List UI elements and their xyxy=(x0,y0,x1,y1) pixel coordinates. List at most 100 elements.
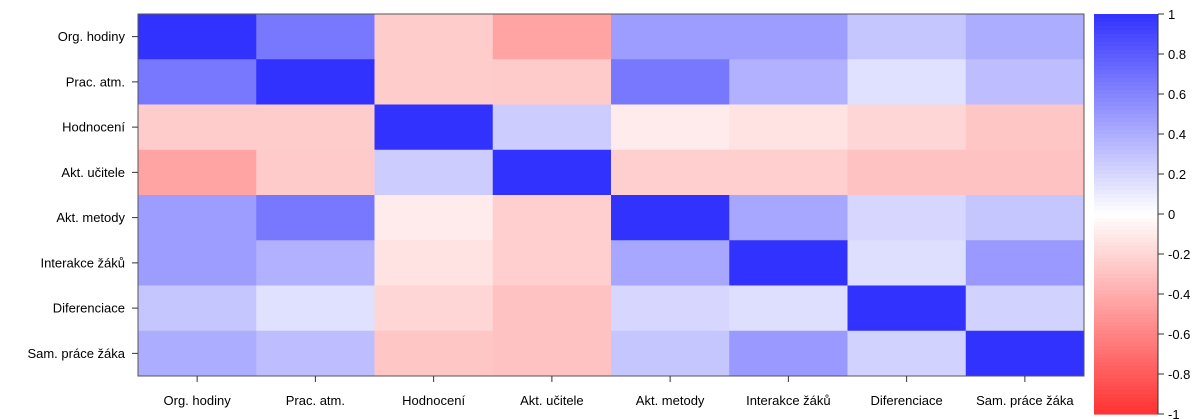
legend-color-step xyxy=(1094,298,1158,303)
heatmap-cell xyxy=(256,104,375,151)
legend-color-step xyxy=(1094,366,1158,371)
legend-tick-label: -0.4 xyxy=(1168,287,1190,302)
heatmap-cell xyxy=(374,14,494,60)
legend-color-step xyxy=(1094,14,1158,19)
legend-color-step xyxy=(1094,134,1158,139)
legend-color-step xyxy=(1094,138,1158,143)
legend-color-step xyxy=(1094,170,1158,175)
legend-color-step xyxy=(1094,130,1158,135)
legend-color-step xyxy=(1094,90,1158,95)
legend-color-step xyxy=(1094,50,1158,55)
legend-color-step xyxy=(1094,302,1158,307)
legend-tick-label: 0 xyxy=(1168,207,1175,222)
heatmap-cell xyxy=(965,14,1085,60)
legend-color-step xyxy=(1094,402,1158,407)
legend-tick-label: 0.2 xyxy=(1168,167,1186,182)
y-tick-label: Org. hodiny xyxy=(58,29,126,44)
heatmap-cell xyxy=(847,195,967,241)
heatmap-cell xyxy=(374,149,494,196)
legend-tick-label: -0.2 xyxy=(1168,247,1190,262)
legend-color-step xyxy=(1094,118,1158,123)
legend-color-step xyxy=(1094,22,1158,27)
legend-tick-label: -1 xyxy=(1168,407,1180,419)
heatmap-cell xyxy=(611,14,730,60)
legend-color-step xyxy=(1094,86,1158,91)
legend-color-step xyxy=(1094,338,1158,343)
legend-color-step xyxy=(1094,386,1158,391)
legend-color-step xyxy=(1094,390,1158,395)
y-tick-label: Hodnocení xyxy=(62,120,125,135)
y-tick-label: Diferenciace xyxy=(53,301,125,316)
legend-color-step xyxy=(1094,94,1158,99)
heatmap-cell xyxy=(847,149,967,196)
legend-color-step xyxy=(1094,158,1158,163)
legend-color-step xyxy=(1094,182,1158,187)
legend-color-step xyxy=(1094,378,1158,383)
legend-color-step xyxy=(1094,350,1158,355)
legend-color-step xyxy=(1094,78,1158,83)
heatmap-cell xyxy=(256,285,375,332)
legend-color-step xyxy=(1094,382,1158,387)
y-tick-label: Akt. učitele xyxy=(61,165,125,180)
legend-color-step xyxy=(1094,354,1158,359)
heatmap-cell xyxy=(374,240,494,286)
y-tick-label: Interakce žáků xyxy=(40,255,125,270)
legend-tick-label: 0.8 xyxy=(1168,47,1186,62)
heatmap-cell xyxy=(611,330,730,377)
heatmap-cell xyxy=(138,149,257,196)
heatmap-cell xyxy=(729,149,848,196)
legend-tick-label: -0.8 xyxy=(1168,367,1190,382)
y-tick-label: Prac. atm. xyxy=(66,74,125,89)
heatmap-cell xyxy=(492,149,612,196)
heatmap-cell xyxy=(492,240,612,286)
legend-color-step xyxy=(1094,70,1158,75)
heatmap-cell xyxy=(729,330,848,377)
legend-color-step xyxy=(1094,318,1158,323)
legend-color-step xyxy=(1094,278,1158,283)
legend-color-step xyxy=(1094,330,1158,335)
x-tick-label: Hodnocení xyxy=(402,393,465,408)
legend-color-step xyxy=(1094,150,1158,155)
legend-color-step xyxy=(1094,126,1158,131)
legend-color-step xyxy=(1094,374,1158,379)
heatmap-cell xyxy=(138,14,257,60)
legend-color-step xyxy=(1094,114,1158,119)
heatmap-cell xyxy=(729,59,848,105)
heatmap-cell xyxy=(492,104,612,151)
heatmap-cell xyxy=(611,240,730,286)
x-tick-label: Sam. práce žáka xyxy=(976,393,1074,408)
legend-color-step xyxy=(1094,194,1158,199)
legend-color-step xyxy=(1094,326,1158,331)
legend-color-step xyxy=(1094,322,1158,327)
heatmap-cell xyxy=(138,195,257,241)
heatmap-cell xyxy=(256,59,375,105)
legend-color-step xyxy=(1094,258,1158,263)
legend-color-step xyxy=(1094,18,1158,23)
legend-color-step xyxy=(1094,38,1158,43)
legend-color-step xyxy=(1094,34,1158,39)
heatmap-cell xyxy=(256,195,375,241)
legend-color-step xyxy=(1094,346,1158,351)
heatmap-cell xyxy=(847,59,967,105)
legend-color-step xyxy=(1094,198,1158,203)
heatmap-cell xyxy=(729,104,848,151)
heatmap-cell xyxy=(965,240,1085,286)
legend-color-step xyxy=(1094,58,1158,63)
legend-color-step xyxy=(1094,74,1158,79)
heatmap-cell xyxy=(965,104,1085,151)
legend-color-step xyxy=(1094,174,1158,179)
x-tick-label: Prac. atm. xyxy=(286,393,345,408)
legend-color-step xyxy=(1094,146,1158,151)
heatmap-cell xyxy=(847,240,967,286)
x-axis: Org. hodiny Prac. atm. Hodnocení Akt. učite… xyxy=(164,376,1074,408)
heatmap-cell xyxy=(374,104,494,151)
legend-color-step xyxy=(1094,362,1158,367)
legend-color-step xyxy=(1094,226,1158,231)
heatmap-cell xyxy=(847,104,967,151)
legend-color-step xyxy=(1094,334,1158,339)
legend-color-step xyxy=(1094,62,1158,67)
legend-color-step xyxy=(1094,122,1158,127)
legend-color-step xyxy=(1094,270,1158,275)
legend-color-step xyxy=(1094,46,1158,51)
